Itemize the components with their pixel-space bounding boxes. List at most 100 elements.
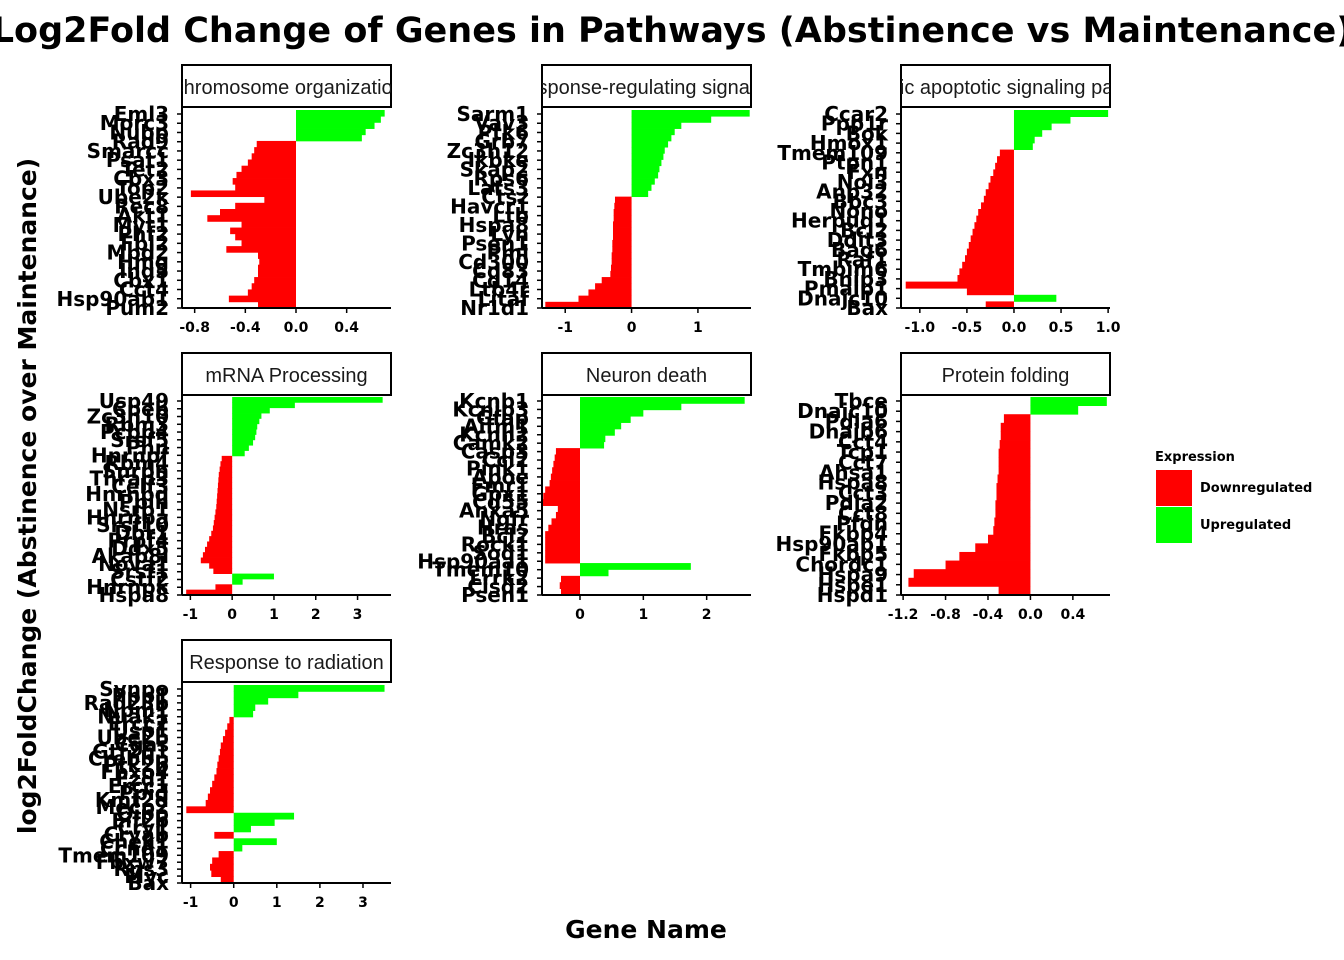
y-tick-label: Kmt2d (95, 788, 169, 812)
bar (213, 520, 233, 526)
y-tick-label: Dnajb6 (809, 420, 888, 444)
strip-label: Neuron death (586, 365, 707, 387)
y-tick-label: Hsp90aa1 (417, 549, 529, 573)
bar (997, 474, 1031, 484)
y-tick-label: Ahsa1 (819, 460, 888, 484)
bar (233, 685, 385, 692)
y-tick-label: Cbx1 (113, 268, 169, 292)
x-tick-label: -0.4 (230, 320, 261, 336)
y-tick-label: Usp1 (113, 719, 169, 743)
y-tick-label: Nr1d1 (460, 296, 529, 320)
bar (1013, 143, 1033, 150)
bar (209, 536, 233, 542)
bar (580, 563, 691, 570)
bar (218, 851, 234, 858)
y-tick-label: Camk2 (453, 431, 529, 455)
y-tick-label: Cpeb (112, 397, 169, 421)
strip-label: Intrinsic apoptotic signaling pathway (845, 77, 1165, 99)
bar (219, 466, 233, 473)
y-tick-label: Havcr1 (450, 194, 529, 218)
strip-label: Response-regulating signaling (512, 77, 781, 99)
y-tick-label: Npm1 (103, 698, 169, 722)
bar (997, 156, 1014, 164)
y-tick-label: Lrrk2 (469, 566, 529, 590)
bar (551, 518, 580, 526)
bar (612, 246, 632, 253)
y-tick-label: Aifm1 (463, 414, 529, 438)
bar (296, 134, 362, 142)
y-tick-label: Bbc3 (833, 189, 888, 213)
bar (578, 295, 632, 303)
y-tick-label: Chordc1 (795, 552, 888, 576)
bar (254, 147, 296, 154)
x-tick-label: 3 (353, 607, 363, 623)
bar (611, 252, 632, 259)
bar (232, 434, 256, 441)
bar (555, 511, 580, 519)
x-tick-label: 2 (311, 607, 321, 623)
bar (998, 457, 1031, 467)
y-tick-label: Bcl2 (481, 524, 529, 548)
bar (545, 486, 580, 494)
bar (631, 153, 664, 160)
legend: Expression Downregulated Upregulated (1155, 450, 1312, 543)
y-tick-label: Ube2b (97, 726, 169, 750)
bar (232, 407, 270, 414)
y-tick-label: Cd55 (472, 490, 529, 514)
bar (993, 169, 1014, 177)
strip-box (181, 639, 392, 683)
x-tick-label: -0.4 (973, 607, 1004, 623)
y-tick-label: Hspa8 (818, 471, 888, 495)
y-tick-label: Akap8l (92, 544, 169, 568)
bar (232, 578, 243, 585)
bar (236, 171, 296, 179)
bar (613, 209, 632, 216)
bar (580, 428, 615, 436)
y-tick-label: Pfdn (836, 512, 888, 536)
bar (215, 584, 233, 591)
bar (296, 122, 375, 129)
bar (232, 450, 245, 457)
bar (1013, 136, 1035, 144)
bar (985, 189, 1014, 197)
bar (212, 780, 234, 788)
x-tick-label: 0 (627, 320, 637, 336)
y-tick-label: Snrpn (102, 459, 169, 483)
x-tick-label: 1.0 (1096, 320, 1121, 336)
facet-panel: mRNA ProcessingUsp49CpebZc3h10Rbm3Pcbp4S… (85, 352, 392, 623)
facet-panel: Response to radiation SynpoPpp1Rad23bNpm1… (58, 639, 392, 911)
bar (561, 588, 580, 596)
y-tick-label: Ltb4r (469, 278, 530, 302)
strip-box (541, 352, 752, 396)
bar (995, 500, 1031, 510)
y-tick-label: Hnrnpd (85, 482, 169, 506)
y-tick-label: Hmox1 (810, 131, 888, 155)
bar (233, 710, 254, 718)
bar (959, 551, 1031, 561)
strip-box (181, 352, 392, 396)
y-tick-label: Crebbp (88, 746, 169, 770)
y-tick-label: Pdia6 (825, 409, 888, 433)
bar (962, 261, 1014, 269)
x-tick-label: -0.8 (179, 320, 210, 336)
bar (264, 196, 296, 204)
y-tick-label: Ccl2 (482, 448, 529, 472)
bar (212, 857, 234, 865)
bar (232, 423, 258, 430)
y-tick-label: Litaf (478, 287, 530, 311)
bar (610, 270, 632, 278)
y-tick-label: Oipp (117, 802, 170, 826)
x-tick-label: -1 (183, 607, 199, 623)
bar (204, 546, 233, 553)
bar (974, 222, 1014, 230)
y-tick-label: Sod1 (473, 541, 529, 565)
bar (998, 586, 1031, 596)
x-axis-label: Gene Name (565, 915, 727, 944)
x-tick-label: -0.8 (930, 607, 961, 623)
y-tick-label: Eif2b (112, 809, 169, 833)
bar (612, 233, 632, 241)
y-tick-label: Skap2 (460, 157, 529, 181)
bar (631, 171, 659, 179)
bar (225, 729, 234, 737)
bar (995, 162, 1014, 170)
